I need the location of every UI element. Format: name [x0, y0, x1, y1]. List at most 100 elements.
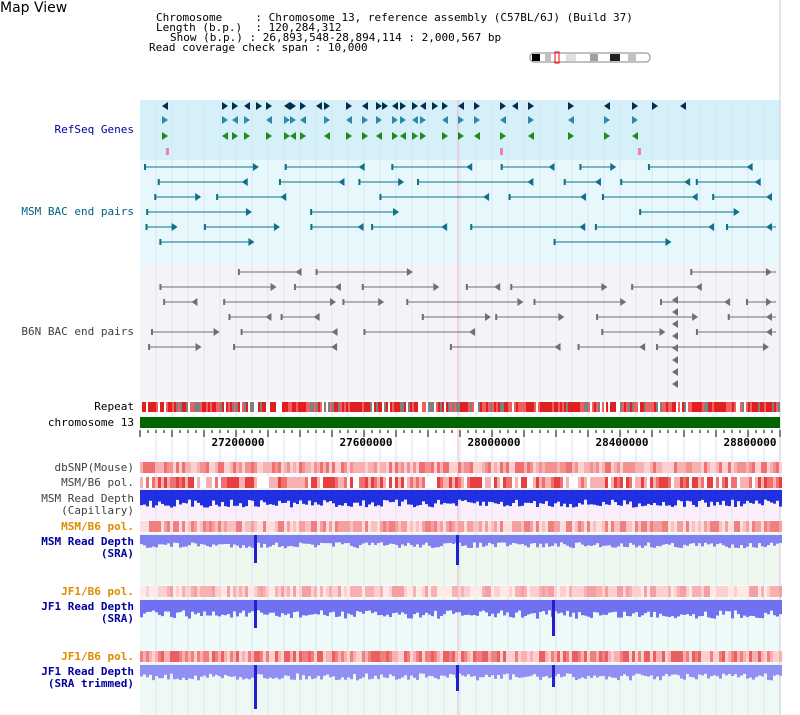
depth-bar — [461, 600, 464, 616]
depth-bar — [374, 665, 377, 676]
depth-bar — [734, 600, 737, 611]
heat-cell — [743, 477, 746, 488]
repeat-segment — [688, 402, 690, 412]
heat-cell — [614, 521, 617, 532]
heat-cell — [662, 462, 665, 473]
heat-cell — [311, 477, 314, 488]
repeat-segment — [550, 402, 552, 412]
heat-cell — [485, 586, 488, 597]
b6n-bac-end — [672, 296, 678, 304]
heat-cell — [701, 462, 704, 473]
depth-bar — [626, 535, 629, 548]
repeat-segment — [444, 402, 446, 412]
depth-bar — [299, 665, 302, 680]
repeat-segment — [188, 402, 190, 412]
depth-bar — [620, 600, 623, 618]
heat-cell — [602, 462, 605, 473]
depth-bar — [542, 600, 545, 612]
heat-cell — [314, 651, 317, 662]
heat-cell — [578, 477, 581, 488]
depth-bar — [383, 535, 386, 546]
heat-cell — [509, 521, 512, 532]
depth-bar — [356, 535, 359, 549]
heat-cell — [590, 651, 593, 662]
depth-bar — [680, 490, 683, 502]
repeat-segment — [276, 402, 278, 412]
repeat-segment — [720, 402, 722, 412]
heat-cell — [374, 651, 377, 662]
repeat-segment — [638, 402, 640, 412]
heat-cell — [584, 586, 587, 597]
heat-cell — [272, 651, 275, 662]
depth-bar — [524, 600, 527, 617]
depth-bar — [371, 490, 374, 503]
depth-bar — [638, 490, 641, 504]
heat-cell — [494, 477, 497, 488]
depth-bar — [365, 665, 368, 674]
b6n-bac-pair-end — [361, 284, 364, 290]
heat-cell — [476, 477, 479, 488]
ideogram-band — [532, 54, 540, 61]
heat-cell — [212, 586, 215, 597]
heat-cell — [569, 651, 572, 662]
depth-bar — [182, 665, 185, 678]
repeat-segment — [706, 402, 708, 412]
heat-cell — [440, 651, 443, 662]
depth-bar — [518, 600, 521, 611]
heat-cell — [440, 586, 443, 597]
depth-bar — [731, 600, 734, 619]
heat-cell — [284, 651, 287, 662]
heat-cell — [176, 462, 179, 473]
heat-cell — [290, 651, 293, 662]
repeat-segment — [190, 402, 192, 412]
heat-cell — [290, 477, 293, 488]
heat-cell — [209, 586, 212, 597]
heat-cell — [623, 651, 626, 662]
heat-cell — [389, 462, 392, 473]
heat-cell — [221, 477, 224, 488]
msm-bac-pair-end — [398, 178, 405, 186]
depth-bar — [398, 535, 401, 548]
heat-cell — [167, 462, 170, 473]
heat-cell — [587, 586, 590, 597]
heat-cell — [263, 651, 266, 662]
depth-bar — [260, 665, 263, 675]
depth-bar — [506, 665, 509, 674]
heat-cell — [323, 462, 326, 473]
msm-bac-pair-end — [708, 223, 715, 231]
repeat-segment — [318, 402, 320, 412]
depth-bar — [491, 600, 494, 614]
repeat-segment — [744, 402, 746, 412]
depth-bar — [380, 665, 383, 675]
depth-bar — [572, 665, 575, 678]
depth-bar — [323, 600, 326, 615]
heat-cell — [722, 651, 725, 662]
depth-bar — [344, 535, 347, 544]
depth-bar — [266, 665, 269, 679]
heat-cell — [179, 651, 182, 662]
depth-bar — [734, 665, 737, 675]
heat-cell — [536, 521, 539, 532]
depth-bar — [257, 600, 260, 611]
depth-bar — [143, 535, 146, 546]
depth-bar — [698, 600, 701, 617]
repeat-segment — [554, 402, 556, 412]
heat-cell — [239, 651, 242, 662]
gene-glyph — [346, 132, 352, 140]
heat-cell — [455, 651, 458, 662]
depth-bar — [215, 535, 218, 546]
depth-bar — [689, 600, 692, 616]
heat-cell — [560, 521, 563, 532]
heat-cell — [326, 462, 329, 473]
repeat-segment — [764, 402, 766, 412]
depth-bar — [152, 535, 155, 547]
b6n-bac-pair-end — [724, 298, 731, 306]
heat-cell — [305, 521, 308, 532]
depth-bar — [308, 535, 311, 544]
heat-cell — [227, 521, 230, 532]
depth-bar — [512, 490, 515, 504]
heat-cell — [380, 462, 383, 473]
depth-bar — [500, 490, 503, 502]
track-label-msm-depth-capillary: MSM Read Depth (Capillary) — [41, 493, 134, 517]
